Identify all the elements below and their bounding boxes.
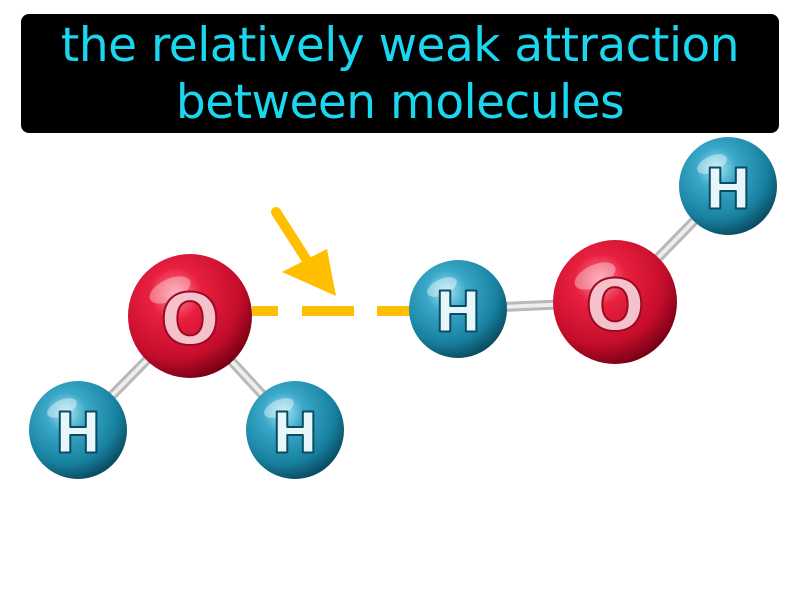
left-hydrogen-atom-1: H xyxy=(29,381,127,479)
right-hydrogen-label-1: H xyxy=(435,281,482,346)
right-hydrogen-atom-1: H xyxy=(409,260,507,358)
left-hydrogen-label-2: H xyxy=(272,402,319,467)
right-oxygen-atom: O xyxy=(553,240,677,364)
definition-line-2: between molecules xyxy=(175,74,625,130)
left-oxygen-atom: O xyxy=(128,254,252,378)
right-oxygen-label: O xyxy=(585,265,645,347)
left-oxygen-label: O xyxy=(160,279,220,361)
left-hydrogen-atom-2: H xyxy=(246,381,344,479)
definition-line-1: the relatively weak attraction xyxy=(60,17,740,73)
arrow-icon xyxy=(271,207,336,296)
left-hydrogen-label-1: H xyxy=(55,402,102,467)
right-hydrogen-atom-2: H xyxy=(679,137,777,235)
right-hydrogen-label-2: H xyxy=(705,158,752,223)
definition-banner: the relatively weak attraction between m… xyxy=(21,14,779,133)
attraction-dashed-line xyxy=(252,306,411,316)
